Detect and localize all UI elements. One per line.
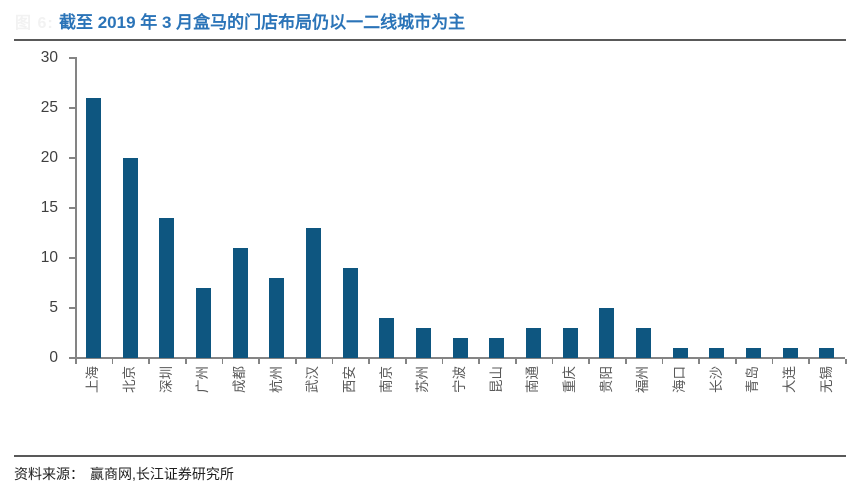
x-axis-tick	[441, 359, 444, 364]
x-axis-tick	[405, 359, 407, 364]
y-axis-label: 10	[40, 249, 58, 266]
x-axis-label: 海口	[672, 366, 687, 393]
bar	[525, 328, 541, 358]
bar	[745, 348, 761, 358]
bar	[782, 348, 798, 358]
x-axis-tick	[185, 359, 187, 364]
x-axis-tick	[771, 359, 774, 364]
x-axis-tick	[845, 359, 847, 364]
bottom-divider	[14, 455, 846, 457]
x-axis-tick	[478, 359, 480, 364]
source-text: 赢商网,长江证券研究所	[90, 466, 234, 482]
y-axis-label: 5	[49, 299, 58, 316]
source-note: 资料来源： 赢商网,长江证券研究所	[14, 464, 234, 484]
bar	[672, 348, 688, 358]
x-axis	[75, 357, 845, 359]
bar	[269, 278, 285, 358]
x-axis-tick	[111, 359, 114, 364]
x-axis-label: 武汉	[305, 366, 321, 393]
x-axis-label: 贵阳	[598, 366, 614, 393]
x-axis-tick	[221, 359, 224, 364]
bar	[415, 328, 431, 358]
x-axis-label: 杭州	[268, 366, 284, 393]
x-axis-tick	[515, 359, 517, 364]
x-axis-label: 青岛	[745, 366, 761, 393]
source-label: 资料来源：	[14, 466, 84, 482]
y-axis-tick	[69, 207, 76, 209]
x-axis-tick	[148, 359, 150, 364]
x-axis-tick	[808, 359, 810, 364]
x-axis-tick	[625, 359, 627, 364]
y-axis-tick	[69, 107, 76, 109]
x-axis-label: 无锡	[818, 366, 834, 393]
bar	[489, 338, 505, 358]
y-axis-label: 30	[40, 49, 58, 66]
x-axis-label: 昆山	[488, 366, 504, 393]
x-axis-tick	[661, 359, 664, 364]
x-axis-tick	[368, 359, 370, 364]
x-axis-label: 福州	[635, 366, 651, 393]
y-axis-tick	[69, 307, 76, 309]
y-axis-label: 0	[49, 349, 58, 366]
y-axis-tick	[69, 257, 76, 259]
x-axis-label: 南京	[378, 366, 394, 393]
x-axis-tick	[551, 359, 554, 364]
x-axis-label: 重庆	[562, 366, 577, 393]
bar	[819, 348, 835, 358]
x-axis-label: 宁波	[452, 366, 467, 393]
y-axis-label: 25	[40, 99, 58, 116]
bar	[85, 98, 101, 358]
x-axis-label: 成都	[232, 366, 247, 393]
x-axis-tick	[698, 359, 700, 364]
x-axis-tick	[258, 359, 260, 364]
x-axis-label: 苏州	[415, 366, 431, 393]
bar	[122, 158, 138, 358]
x-axis-label: 大连	[782, 366, 797, 393]
bar	[195, 288, 211, 358]
y-axis-tick	[69, 357, 76, 359]
bar	[232, 248, 248, 358]
bar	[379, 318, 395, 358]
bar	[599, 308, 615, 358]
x-axis-label: 广州	[195, 366, 211, 393]
top-divider	[14, 39, 846, 41]
x-axis-tick	[295, 359, 297, 364]
x-axis-tick	[588, 359, 590, 364]
bar	[709, 348, 725, 358]
x-axis-label: 北京	[122, 366, 137, 393]
bar	[305, 228, 321, 358]
x-axis-label: 深圳	[158, 366, 174, 393]
bar	[452, 338, 468, 358]
x-axis-label: 南通	[525, 366, 541, 393]
y-axis-tick	[69, 57, 76, 59]
x-axis-tick	[331, 359, 334, 364]
bar	[562, 328, 578, 358]
chart-title: 截至 2019 年 3 月盒马的门店布局仍以一二线城市为主	[59, 13, 466, 32]
bar	[342, 268, 358, 358]
x-axis-tick	[75, 359, 77, 364]
bar	[159, 218, 175, 358]
y-axis-label: 20	[40, 149, 58, 166]
x-axis-label: 长沙	[708, 366, 724, 393]
x-axis-tick	[735, 359, 737, 364]
x-axis-label: 上海	[85, 366, 101, 393]
bar	[635, 328, 651, 358]
x-axis-label: 西安	[342, 366, 357, 393]
y-axis-label: 15	[40, 199, 58, 216]
y-axis-tick	[69, 157, 76, 159]
figure-number-faint: 图 6:	[15, 15, 54, 32]
